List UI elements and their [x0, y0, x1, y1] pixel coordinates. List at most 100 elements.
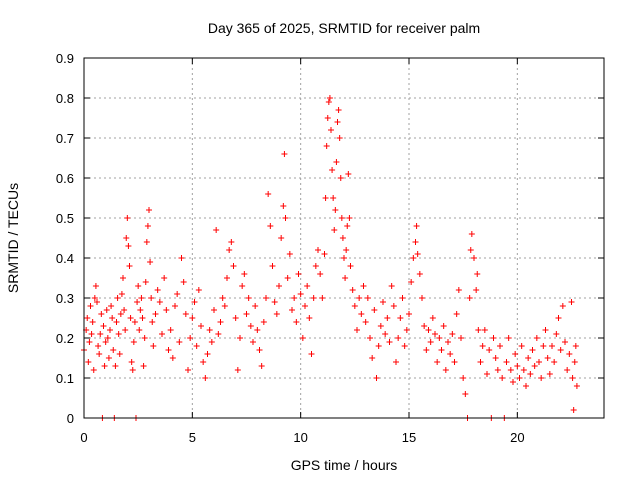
data-point: [95, 343, 102, 349]
data-point: [467, 247, 474, 253]
data-point: [280, 203, 287, 209]
plot-frame: [83, 57, 605, 419]
data-point: [490, 335, 497, 341]
x-tick-label: 20: [510, 430, 524, 445]
data-point: [570, 407, 577, 413]
data-point: [110, 347, 117, 353]
data-point: [234, 367, 241, 373]
data-point: [167, 327, 174, 333]
data-point: [143, 239, 150, 245]
data-point: [369, 355, 376, 361]
data-point: [202, 375, 209, 381]
data-point: [176, 339, 183, 345]
data-point: [403, 327, 410, 333]
data-point: [354, 327, 360, 333]
data-point: [321, 251, 328, 257]
data-point: [198, 323, 204, 329]
data-point: [92, 283, 99, 289]
data-point: [263, 295, 269, 301]
data-point: [124, 215, 131, 221]
data-point: [390, 303, 397, 309]
data-point: [473, 287, 480, 293]
data-point: [243, 311, 250, 317]
data-point: [460, 375, 467, 381]
data-point: [481, 327, 488, 333]
data-point: [140, 363, 147, 369]
data-point: [126, 263, 133, 269]
data-point: [325, 99, 332, 105]
data-point: [342, 275, 349, 281]
data-point: [89, 319, 96, 325]
data-point: [471, 255, 477, 261]
data-point: [228, 239, 235, 245]
data-point: [427, 339, 434, 345]
data-point: [204, 351, 211, 357]
data-point: [503, 359, 510, 365]
data-point: [208, 339, 215, 345]
data-point: [436, 335, 443, 341]
data-point: [221, 303, 228, 309]
data-point: [377, 323, 384, 329]
data-point: [130, 339, 137, 345]
data-point: [319, 295, 326, 301]
data-point: [213, 227, 220, 233]
data-point: [117, 311, 124, 317]
data-point: [94, 299, 100, 305]
data-point: [334, 119, 341, 125]
data-point: [127, 315, 134, 321]
data-point: [555, 315, 562, 321]
y-tick-label: 0.1: [56, 371, 74, 386]
data-point: [523, 383, 529, 389]
data-point: [499, 375, 506, 381]
data-point: [349, 287, 356, 293]
data-point: [384, 315, 391, 321]
axis-ticks: 0 0.1 0.2 0.3 0.4 0.5 0.6 0.7 0.8 0.9 0 5 10 15 20: [56, 51, 604, 445]
data-point: [474, 271, 481, 277]
data-point: [159, 331, 165, 337]
data-point: [232, 315, 239, 321]
data-point: [137, 307, 144, 313]
data-point: [147, 259, 154, 265]
data-point: [239, 283, 246, 289]
data-point: [477, 359, 484, 365]
data-point: [449, 331, 456, 337]
data-point: [397, 315, 404, 321]
data-point: [129, 367, 136, 373]
data-point: [297, 291, 304, 297]
data-point: [529, 347, 536, 353]
data-point: [447, 351, 454, 357]
y-tick-label: 0: [67, 411, 74, 426]
chart-title: Day 365 of 2025, SRMTID for receiver pal…: [208, 20, 480, 36]
data-point: [326, 95, 333, 101]
data-point: [455, 287, 462, 293]
data-point: [571, 359, 578, 365]
data-point: [123, 235, 130, 241]
data-point: [310, 295, 317, 301]
data-point: [141, 335, 148, 341]
data-point: [105, 355, 112, 361]
data-point: [333, 159, 340, 165]
data-point: [329, 167, 336, 173]
data-point: [101, 363, 108, 369]
data-point: [156, 299, 163, 305]
data-point: [406, 311, 412, 317]
data-point: [341, 255, 347, 261]
data-point: [380, 299, 386, 305]
data-point: [516, 375, 523, 381]
data-point: [375, 343, 382, 349]
data-point: [410, 255, 417, 261]
data-point: [237, 335, 243, 341]
data-point: [520, 367, 527, 373]
data-point: [100, 323, 107, 329]
x-tick-label: 10: [293, 430, 307, 445]
data-point: [453, 311, 460, 317]
data-point: [551, 359, 558, 365]
data-point: [330, 195, 337, 201]
data-point: [462, 391, 469, 397]
data-point: [306, 315, 313, 321]
y-tick-label: 0.4: [56, 251, 74, 266]
data-point: [382, 331, 389, 337]
data-point: [557, 347, 564, 353]
data-point: [332, 207, 339, 213]
data-point: [121, 307, 128, 313]
